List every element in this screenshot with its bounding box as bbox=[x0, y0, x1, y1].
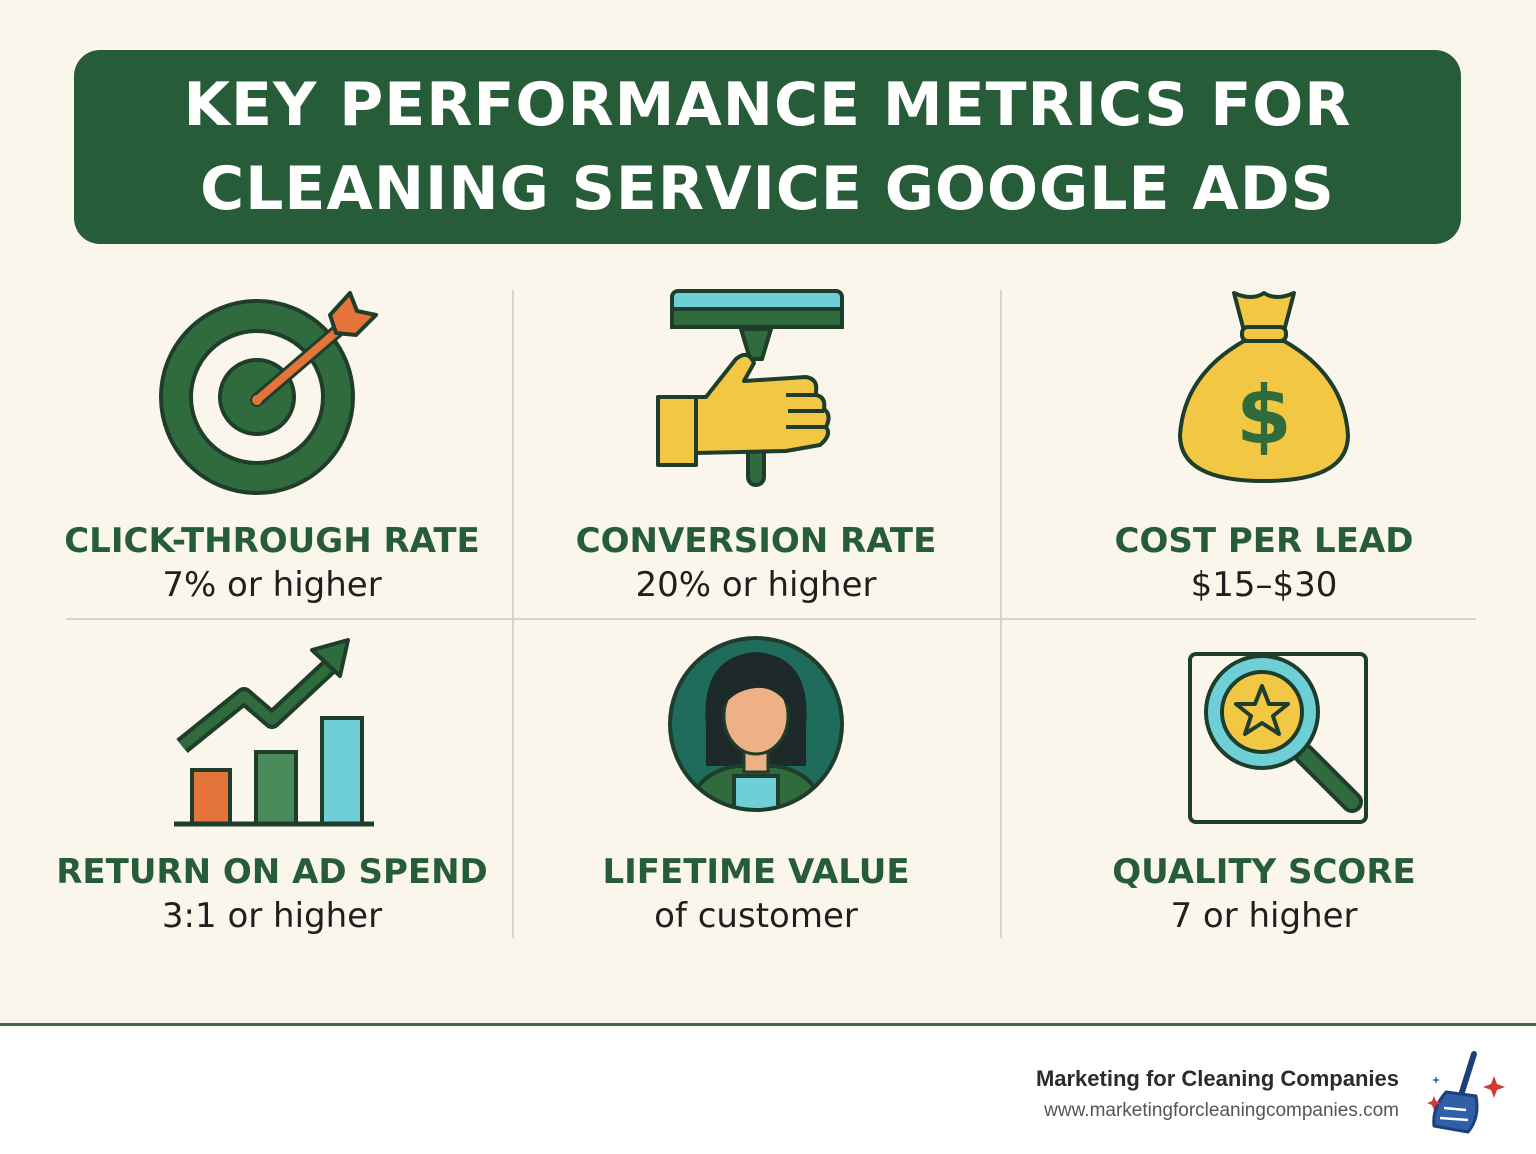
growth-chart-icon bbox=[152, 616, 392, 836]
metric-card-quality: QUALITY SCORE 7 or higher bbox=[1020, 616, 1508, 938]
metric-card-ctr: CLICK-THROUGH RATE 7% or higher bbox=[28, 285, 516, 607]
metric-value: $15–$30 bbox=[1190, 565, 1338, 605]
broom-sparkle-icon bbox=[1422, 1048, 1506, 1142]
metric-card-cpl: $ COST PER LEAD $15–$30 bbox=[1020, 285, 1508, 607]
money-bag-icon: $ bbox=[1144, 285, 1384, 505]
metric-value: 7 or higher bbox=[1170, 896, 1358, 936]
metric-card-roas: RETURN ON AD SPEND 3:1 or higher bbox=[28, 616, 516, 938]
metric-value: 7% or higher bbox=[162, 565, 382, 605]
metric-value: of customer bbox=[654, 896, 858, 936]
metric-title: RETURN ON AD SPEND bbox=[56, 852, 488, 892]
target-arrow-icon bbox=[152, 285, 392, 505]
footer-divider bbox=[0, 1023, 1536, 1026]
metric-value: 3:1 or higher bbox=[161, 896, 383, 936]
divider-vertical-2 bbox=[1000, 290, 1002, 938]
metric-title: CLICK-THROUGH RATE bbox=[64, 521, 480, 561]
metric-title: QUALITY SCORE bbox=[1112, 852, 1416, 892]
metric-title: LIFETIME VALUE bbox=[602, 852, 910, 892]
magnifier-star-icon bbox=[1144, 616, 1384, 836]
hand-squeegee-icon bbox=[636, 285, 876, 505]
metric-value: 20% or higher bbox=[635, 565, 877, 605]
title-line-2: CLEANING SERVICE GOOGLE ADS bbox=[200, 154, 1335, 224]
metric-title: COST PER LEAD bbox=[1114, 521, 1414, 561]
brand-url: www.marketingforcleaningcompanies.com bbox=[1044, 1100, 1399, 1121]
customer-avatar-icon bbox=[636, 616, 876, 836]
divider-horizontal bbox=[66, 618, 1476, 620]
footer: Marketing for Cleaning Companies www.mar… bbox=[0, 1026, 1536, 1154]
svg-text:$: $ bbox=[1236, 369, 1292, 462]
metric-card-conversion: CONVERSION RATE 20% or higher bbox=[512, 285, 1000, 607]
title-banner: KEY PERFORMANCE METRICS FOR CLEANING SER… bbox=[74, 50, 1461, 244]
metric-card-ltv: LIFETIME VALUE of customer bbox=[512, 616, 1000, 938]
divider-vertical-1 bbox=[512, 290, 514, 938]
brand-name: Marketing for Cleaning Companies bbox=[1035, 1066, 1399, 1091]
metric-title: CONVERSION RATE bbox=[575, 521, 937, 561]
title-line-1: KEY PERFORMANCE METRICS FOR bbox=[183, 70, 1352, 140]
